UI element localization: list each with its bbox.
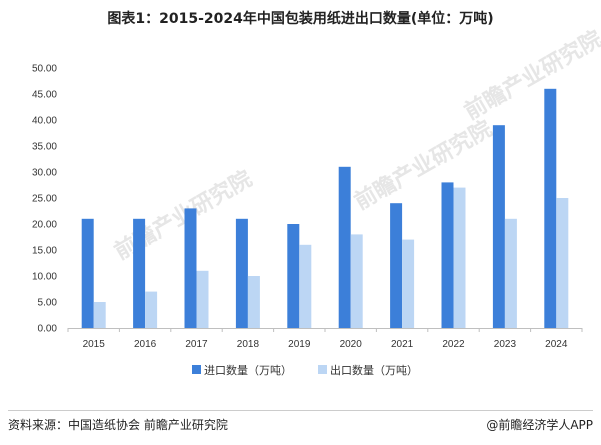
watermark-text: 前瞻产业研究院	[110, 166, 256, 266]
bar-export-2016	[145, 291, 158, 328]
bar-export-2023	[504, 218, 517, 328]
bar-export-2018	[247, 276, 260, 328]
source-note: 资料来源：中国造纸协会 前瞻产业研究院	[8, 418, 228, 432]
bar-series	[81, 88, 569, 328]
bar-export-2019	[299, 244, 312, 328]
y-axis: 0.00 5.00 10.00 15.00 20.00 25.00 30.00 35.00 40…	[32, 64, 57, 335]
x-tick-label: 2022	[442, 339, 465, 350]
watermark-text: 前瞻产业研究院	[460, 26, 601, 126]
y-tick-label: 10.00	[32, 272, 57, 283]
y-tick-label: 0.00	[38, 324, 58, 335]
bar-import-2015	[81, 218, 94, 328]
legend-label-export: 出口数量（万吨）	[330, 363, 418, 377]
legend: 进口数量（万吨） 出口数量（万吨）	[192, 363, 418, 377]
x-tick-label: 2018	[237, 339, 260, 350]
legend-swatch-import	[192, 365, 201, 374]
y-tick-label: 40.00	[32, 116, 57, 127]
bar-export-2022	[453, 187, 466, 328]
bar-import-2024	[544, 88, 557, 328]
y-tick-label: 20.00	[32, 220, 57, 231]
bar-import-2020	[338, 166, 351, 328]
y-tick-label: 30.00	[32, 168, 57, 179]
brand-credit: @前瞻经济学人APP	[486, 418, 593, 432]
x-tick-label: 2016	[134, 339, 157, 350]
bar-import-2021	[390, 203, 403, 328]
x-axis: 2015 2016 2017 2018 2019 2020 2021 2022 2023 2024	[67, 328, 583, 350]
x-tick-label: 2021	[391, 339, 414, 350]
watermark-text: 前瞻产业研究院	[350, 116, 496, 216]
x-tick-label: 2017	[185, 339, 208, 350]
footer-divider	[8, 410, 593, 411]
bar-import-2016	[133, 218, 146, 328]
x-tick-label: 2024	[545, 339, 568, 350]
bar-export-2017	[196, 270, 209, 328]
legend-label-import: 进口数量（万吨）	[204, 364, 292, 377]
chart-title: 图表1：2015-2024年中国包装用纸进出口数量(单位：万吨)	[107, 11, 494, 27]
x-tick-label: 2019	[288, 339, 311, 350]
bar-export-2020	[350, 234, 363, 328]
x-tick-label: 2015	[83, 339, 106, 350]
x-tick-label: 2020	[340, 339, 363, 350]
bar-import-2019	[287, 224, 300, 328]
y-tick-label: 35.00	[32, 142, 57, 153]
legend-swatch-export	[318, 365, 327, 374]
bar-import-2018	[235, 218, 248, 328]
y-tick-label: 25.00	[32, 194, 57, 205]
x-tick-label: 2023	[494, 339, 517, 350]
bar-export-2021	[402, 239, 415, 328]
bar-export-2015	[93, 302, 106, 328]
y-tick-label: 50.00	[32, 64, 57, 75]
bar-export-2024	[556, 198, 569, 328]
bar-import-2022	[441, 182, 454, 328]
bar-import-2023	[492, 125, 505, 328]
y-tick-label: 5.00	[38, 298, 58, 309]
y-tick-label: 45.00	[32, 90, 57, 101]
bar-import-2017	[184, 208, 197, 328]
y-tick-label: 15.00	[32, 246, 57, 257]
